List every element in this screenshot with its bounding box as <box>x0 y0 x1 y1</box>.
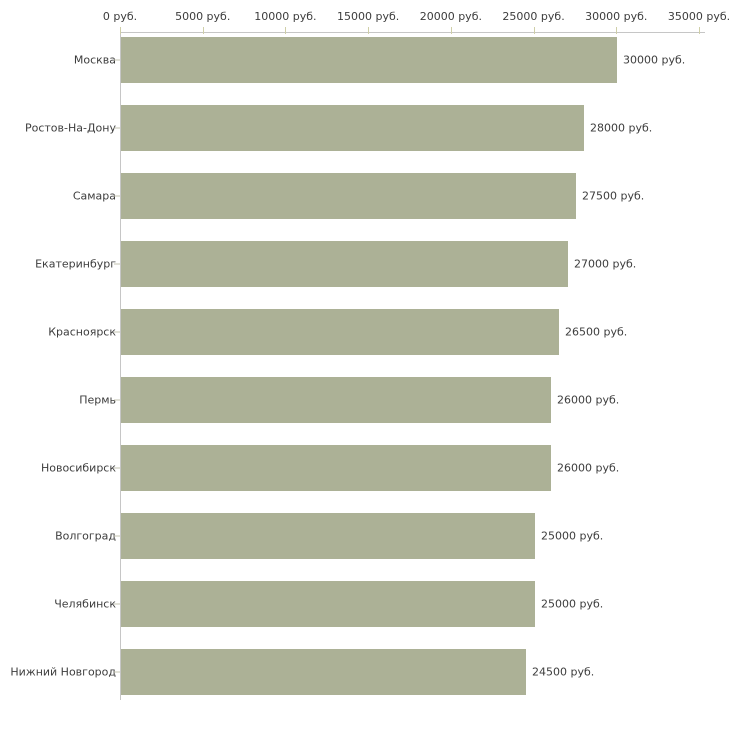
bar-value-label: 28000 руб. <box>590 121 653 135</box>
y-axis-tick <box>114 127 120 129</box>
bar-row: Челябинск 25000 руб. <box>0 581 730 627</box>
x-axis-tick <box>368 27 369 34</box>
x-axis-tick <box>120 27 121 34</box>
y-axis-label: Самара <box>72 189 116 203</box>
y-axis-tick <box>114 195 120 197</box>
y-axis-label: Волгоград <box>55 529 116 543</box>
bar <box>121 309 559 355</box>
y-axis-label: Москва <box>73 53 116 67</box>
bar <box>121 581 535 627</box>
x-axis-tick <box>699 27 700 34</box>
y-axis-tick <box>114 399 120 401</box>
y-axis-tick <box>114 331 120 333</box>
bar-value-label: 26500 руб. <box>565 325 628 339</box>
bar-row: Ростов-На-Дону 28000 руб. <box>0 105 730 151</box>
bar-row: Москва 30000 руб. <box>0 37 730 83</box>
bar <box>121 241 568 287</box>
bar-row: Екатеринбург 27000 руб. <box>0 241 730 287</box>
x-axis-tick-label: 15000 руб. <box>337 10 400 23</box>
bar <box>121 173 576 219</box>
bar-value-label: 25000 руб. <box>541 597 604 611</box>
x-axis-tick-label: 10000 руб. <box>254 10 317 23</box>
y-axis-tick <box>114 467 120 469</box>
bar <box>121 649 526 695</box>
x-axis-tick-label: 20000 руб. <box>419 10 482 23</box>
x-axis-tick <box>451 27 452 34</box>
bar-value-label: 26000 руб. <box>557 461 620 475</box>
x-axis-tick-label: 5000 руб. <box>175 10 231 23</box>
y-axis-label: Нижний Новгород <box>10 665 116 679</box>
bar <box>121 445 551 491</box>
y-axis-label: Челябинск <box>54 597 116 611</box>
bar <box>121 37 617 83</box>
y-axis-tick <box>114 603 120 605</box>
y-axis-label: Новосибирск <box>40 461 116 475</box>
bar <box>121 105 584 151</box>
y-axis-tick <box>114 535 120 537</box>
y-axis-label: Екатеринбург <box>35 257 116 271</box>
y-axis-label: Красноярск <box>48 325 116 339</box>
x-axis-tick <box>534 27 535 34</box>
x-axis-tick <box>203 27 204 34</box>
bar-value-label: 26000 руб. <box>557 393 620 407</box>
bar-value-label: 30000 руб. <box>623 53 686 67</box>
y-axis-label: Ростов-На-Дону <box>24 121 116 135</box>
x-axis-tick <box>616 27 617 34</box>
bar-value-label: 25000 руб. <box>541 529 604 543</box>
x-axis-line <box>120 32 705 33</box>
x-axis-tick-label: 25000 руб. <box>502 10 565 23</box>
x-axis-tick-label: 35000 руб. <box>667 10 730 23</box>
y-axis-tick <box>114 263 120 265</box>
x-axis-tick-label: 30000 руб. <box>585 10 648 23</box>
bar-row: Волгоград 25000 руб. <box>0 513 730 559</box>
bar <box>121 377 551 423</box>
y-axis-label: Пермь <box>79 393 116 407</box>
y-axis-line <box>120 32 121 700</box>
bar-value-label: 27000 руб. <box>574 257 637 271</box>
bar-row: Самара 27500 руб. <box>0 173 730 219</box>
bar-value-label: 24500 руб. <box>532 665 595 679</box>
bar-row: Новосибирск 26000 руб. <box>0 445 730 491</box>
y-axis-tick <box>114 671 120 673</box>
bar-row: Нижний Новгород 24500 руб. <box>0 649 730 695</box>
bar <box>121 513 535 559</box>
x-axis-tick <box>285 27 286 34</box>
x-axis-tick-label: 0 руб. <box>102 10 138 23</box>
bar-value-label: 27500 руб. <box>582 189 645 203</box>
bar-row: Пермь 26000 руб. <box>0 377 730 423</box>
bar-row: Красноярск 26500 руб. <box>0 309 730 355</box>
y-axis-tick <box>114 59 120 61</box>
